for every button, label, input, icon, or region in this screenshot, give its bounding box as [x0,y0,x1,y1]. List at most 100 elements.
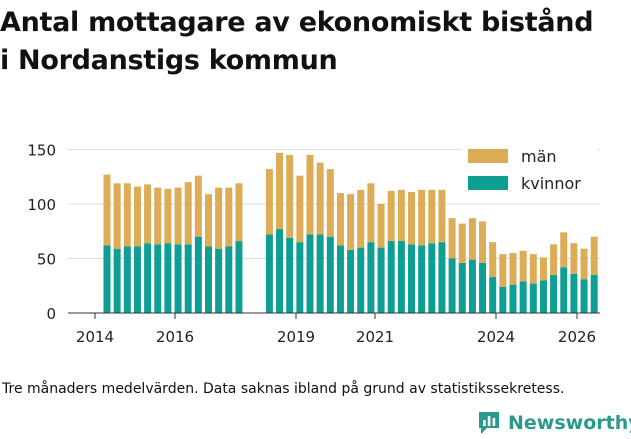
bar-man [215,187,223,249]
bar-kvinnor [347,249,355,313]
bar-man [164,188,172,244]
newsworthy-logo-text: Newsworthy [508,412,631,434]
bar-kvinnor [580,279,588,313]
bar-kvinnor [560,267,568,313]
bar-kvinnor [164,243,172,313]
legend-swatch-man [468,149,508,163]
bar-man [539,257,547,281]
bar-man [590,236,598,275]
bar-man [479,221,487,263]
legend-label-kvinnor: kvinnor [521,174,581,193]
bar-kvinnor [519,281,527,313]
bar-kvinnor [276,229,284,313]
x-tick-label: 2016 [156,328,194,346]
bar-kvinnor [286,237,294,313]
bar-kvinnor [225,246,233,313]
bar-man [154,187,162,245]
y-tick-label: 0 [46,305,56,323]
bar-man [326,169,334,237]
x-tick-label: 2026 [558,328,596,346]
legend-swatch-kvinnor [468,176,508,190]
bar-man [367,183,375,243]
bar-kvinnor [174,244,182,313]
bar-man [184,182,192,245]
bar-kvinnor [336,245,344,313]
bar-kvinnor [397,241,405,313]
bar-kvinnor [387,241,395,313]
bar-kvinnor [468,259,476,313]
bar-kvinnor [418,245,426,313]
bar-kvinnor [448,258,456,313]
bar-kvinnor [306,234,314,313]
chart: 0 50 100 150 2014 2016 2019 2021 2024 2026 män kvin… [27,142,600,346]
bar-man [377,204,385,248]
bar-kvinnor [265,234,273,313]
bar-man [560,232,568,268]
newsworthy-logo[interactable]: Newsworthy [477,408,631,438]
bar-man [570,243,578,274]
bar-man [509,253,517,285]
bar-man [550,244,558,275]
bar-kvinnor [509,284,517,313]
bar-man [387,190,395,242]
x-tick-label: 2021 [356,328,394,346]
bar-man [438,189,446,243]
bar-man [347,194,355,250]
bar-man [205,194,212,247]
bar-kvinnor [529,283,537,313]
bar-man [397,189,405,242]
bar-man [316,162,324,235]
bar-kvinnor [438,242,446,313]
bar-man [225,187,233,247]
bar-kvinnor [235,241,243,313]
bar-man [468,218,476,260]
y-tick-label: 100 [27,196,56,214]
bar-kvinnor [408,244,415,313]
x-tick-label: 2024 [477,328,515,346]
bar-kvinnor [205,246,212,313]
bar-kvinnor [194,236,202,313]
bar-man [489,242,497,278]
y-tick-label: 150 [27,142,56,160]
bar-kvinnor [479,262,487,313]
bar-kvinnor [499,286,507,313]
bar-man [286,154,294,238]
legend-label-man: män [521,147,557,166]
bar-kvinnor [215,248,223,313]
x-tick-label: 2014 [76,328,114,346]
bar-kvinnor [570,273,578,313]
chart-title: Antal mottagare av ekonomiskt bistånd i … [0,7,594,76]
bar-kvinnor [184,244,192,313]
bar-man [276,152,284,230]
bar-kvinnor [154,244,162,313]
bar-man [408,192,415,245]
bar-man [133,186,141,247]
y-tick-label: 50 [37,251,56,269]
bar-man [296,175,304,243]
bar-man [428,189,436,244]
bar-man [306,154,314,235]
newsworthy-logo-icon [479,412,499,434]
bar-kvinnor [590,274,598,313]
bar-man [448,218,456,259]
bar-kvinnor [377,247,385,313]
bar-man [529,254,537,284]
bar-kvinnor [316,234,324,313]
bar-kvinnor [539,280,547,313]
bar-man [499,254,507,287]
bar-kvinnor [103,245,111,313]
bar-man [418,189,426,246]
bar-man [174,187,182,245]
bar-man [144,184,152,244]
bar-man [580,248,588,280]
bar-kvinnor [326,236,334,313]
bar-kvinnor [357,247,365,313]
bar-kvinnor [489,277,497,313]
bar-kvinnor [367,242,375,313]
bar-kvinnor [428,243,436,313]
bar-man [519,250,527,282]
bar-man [458,223,466,263]
footnote: Tre månaders medelvärden. Data saknas ib… [2,381,565,397]
x-tick-label: 2019 [277,328,315,346]
bar-man [123,183,131,247]
